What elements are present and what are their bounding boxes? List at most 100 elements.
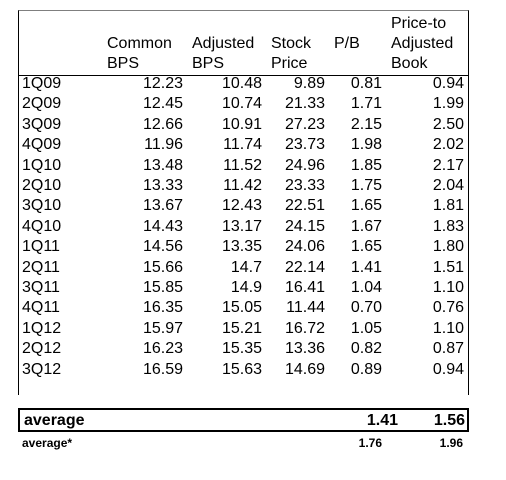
header-ptab-2: Adjusted: [391, 35, 454, 52]
ptab-cell: 1.10: [432, 279, 464, 296]
adjusted-bps-cell: 10.48: [221, 75, 262, 92]
average-ptab: 1.56: [433, 412, 465, 429]
stock-price-cell: 9.89: [293, 75, 325, 92]
period-cell: 4Q11: [22, 299, 60, 317]
ptab-cell: 0.87: [432, 340, 464, 358]
period-cell: 2Q09: [22, 95, 62, 113]
adjusted-bps-cell: 11.52: [223, 156, 262, 174]
pb-cell: 1.85: [350, 156, 382, 174]
stock-price-cell: 14.69: [284, 360, 325, 378]
common-bps-cell: 16.35: [142, 299, 183, 317]
stock-price-cell: 27.23: [284, 115, 325, 133]
ptab-cell: 0.94: [432, 360, 464, 378]
stock-price-cell: 22.51: [284, 197, 325, 215]
common-bps-cell: 11.96: [144, 136, 183, 154]
period-cell: 4Q10: [22, 217, 62, 235]
common-bps-cell: 15.85: [142, 279, 183, 296]
common-bps-cell: 12.45: [142, 95, 183, 113]
adjusted-bps-cell: 13.17: [221, 217, 262, 235]
header-stock-price-1: Stock: [271, 35, 312, 52]
adjusted-bps-cell: 13.35: [221, 238, 262, 256]
common-bps-cell: 14.56: [142, 238, 183, 256]
adjusted-bps-cell: 15.35: [221, 340, 262, 358]
adjusted-bps-cell: 14.7: [230, 258, 262, 276]
adjusted-bps-cell: 14.9: [230, 279, 262, 296]
adjusted-bps-cell: 15.63: [221, 360, 262, 378]
period-cell: 3Q10: [22, 197, 62, 215]
header-ptab-3: Book: [391, 55, 428, 72]
header-pb: P/B: [334, 35, 360, 52]
pb-cell: 0.82: [350, 340, 382, 358]
common-bps-cell: 15.97: [142, 319, 183, 337]
pb-cell: 1.41: [350, 258, 382, 276]
adjusted-bps-cell: 15.21: [221, 319, 262, 337]
common-bps-cell: 13.67: [142, 197, 183, 215]
period-cell: 1Q09: [22, 75, 62, 92]
period-cell: 4Q09: [22, 136, 62, 154]
ptab-cell: 1.99: [432, 95, 464, 113]
stock-price-cell: 16.72: [284, 319, 325, 337]
pb-cell: 0.70: [350, 299, 382, 317]
common-bps-cell: 13.33: [142, 177, 183, 194]
pb-cell: 0.89: [350, 360, 382, 378]
ptab-cell: 1.83: [432, 217, 464, 235]
average-star-label: average*: [22, 436, 73, 450]
pb-cell: 2.15: [350, 115, 382, 133]
ptab-cell: 2.17: [432, 156, 464, 174]
stock-price-cell: 11.44: [286, 299, 325, 317]
pb-cell: 1.65: [350, 238, 382, 256]
period-cell: 2Q10: [22, 177, 62, 194]
ptab-cell: 1.80: [432, 238, 464, 256]
pb-cell: 1.05: [350, 319, 382, 337]
pb-cell: 1.71: [350, 95, 382, 113]
period-cell: 3Q09: [22, 115, 62, 133]
adjusted-bps-cell: 11.74: [223, 136, 262, 154]
ptab-cell: 1.81: [432, 197, 464, 215]
common-bps-cell: 12.66: [142, 115, 183, 133]
stock-price-cell: 16.41: [284, 279, 325, 296]
ptab-cell: 2.50: [432, 115, 464, 133]
pb-cell: 0.81: [350, 75, 382, 92]
average-star-pb: 1.76: [358, 436, 382, 450]
stock-price-cell: 24.15: [284, 217, 325, 235]
period-cell: 3Q11: [22, 279, 60, 296]
header-adjusted-bps-1: Adjusted: [192, 35, 255, 52]
average-row: average 1.41 1.56: [18, 408, 469, 432]
ptab-cell: 0.76: [432, 299, 464, 317]
stock-price-cell: 23.73: [284, 136, 325, 154]
pb-cell: 1.75: [350, 177, 382, 194]
period-cell: 2Q11: [22, 258, 60, 276]
stock-price-cell: 21.33: [284, 95, 325, 113]
ptab-cell: 2.04: [432, 177, 464, 194]
stock-price-cell: 24.96: [284, 156, 325, 174]
pb-cell: 1.04: [350, 279, 382, 296]
period-cell: 1Q11: [22, 238, 60, 256]
period-cell: 2Q12: [22, 340, 62, 358]
adjusted-bps-cell: 12.43: [221, 197, 262, 215]
common-bps-cell: 16.59: [142, 360, 183, 378]
ptab-cell: 1.10: [432, 319, 464, 337]
period-cell: 3Q12: [22, 360, 62, 378]
adjusted-bps-cell: 15.05: [221, 299, 262, 317]
average-label: average: [24, 412, 85, 429]
header-divider: [19, 75, 468, 76]
stock-price-cell: 24.06: [284, 238, 325, 256]
header-stock-price-2: Price: [271, 55, 308, 72]
pb-cell: 1.65: [350, 197, 382, 215]
common-bps-cell: 12.23: [142, 75, 183, 92]
common-bps-cell: 15.66: [142, 258, 183, 276]
common-bps-cell: 16.23: [142, 340, 183, 358]
common-bps-cell: 14.43: [142, 217, 183, 235]
adjusted-bps-cell: 10.91: [221, 115, 262, 133]
stock-price-cell: 13.36: [284, 340, 325, 358]
ptab-cell: 2.02: [432, 136, 464, 154]
ptab-cell: 1.51: [432, 258, 464, 276]
average-pb: 1.41: [366, 412, 398, 429]
adjusted-bps-cell: 11.42: [223, 177, 262, 194]
header-common-bps-1: Common: [107, 35, 172, 52]
common-bps-cell: 13.48: [142, 156, 183, 174]
ptab-cell: 0.94: [432, 75, 464, 92]
adjusted-bps-cell: 10.74: [221, 95, 262, 113]
table-frame: [18, 10, 469, 395]
pb-cell: 1.67: [350, 217, 382, 235]
